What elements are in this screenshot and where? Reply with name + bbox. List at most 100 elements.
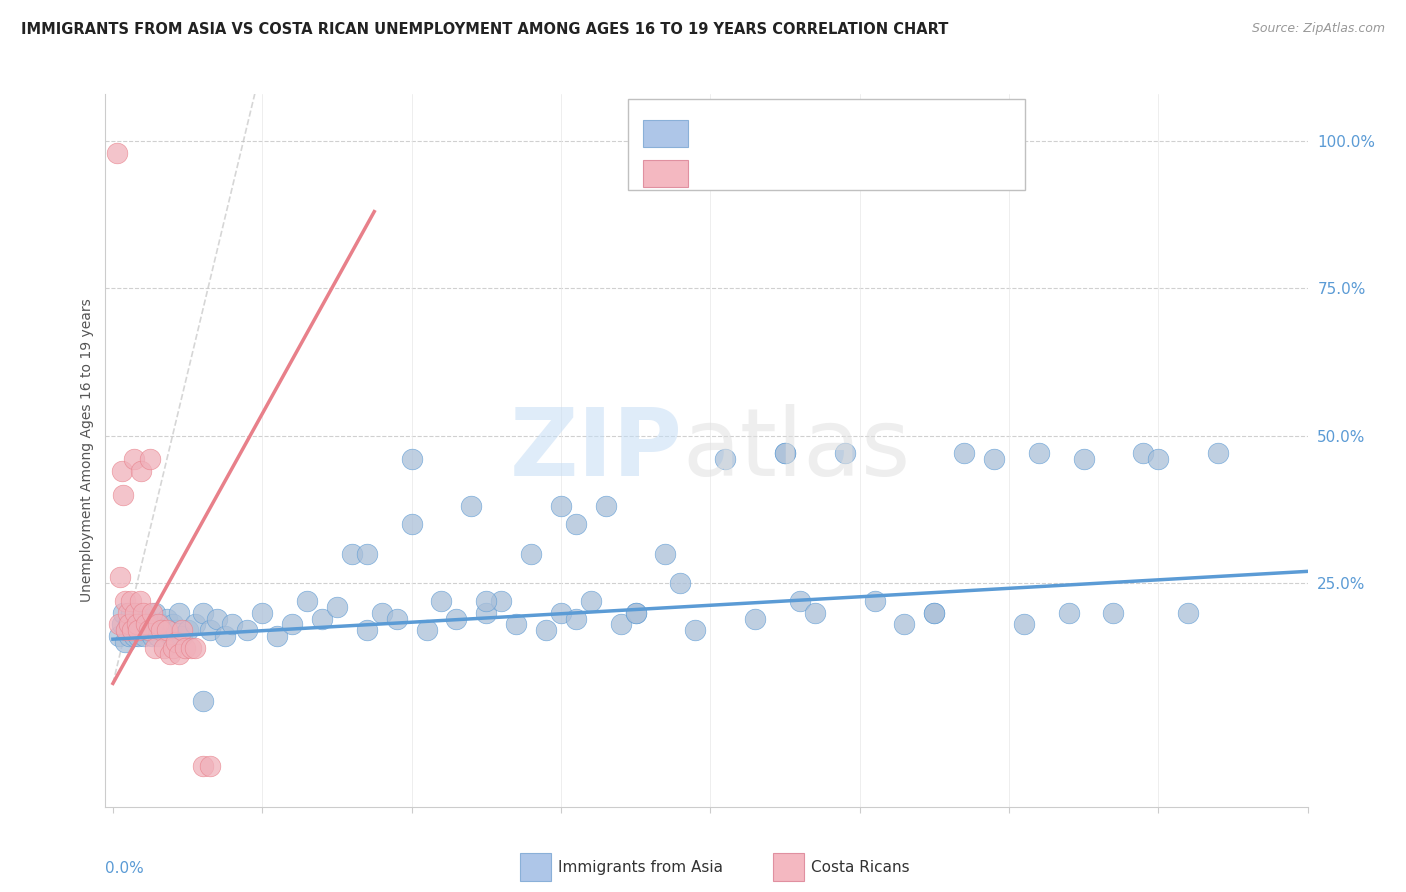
Point [184, 617, 207, 632]
Point [789, 594, 811, 608]
Point [145, 624, 167, 638]
Point [198, 759, 221, 773]
Point [460, 500, 482, 514]
Point [117, 606, 139, 620]
Point [295, 594, 318, 608]
Point [669, 576, 692, 591]
Point [356, 547, 378, 561]
Point [136, 611, 159, 625]
Point [143, 606, 166, 620]
Point [125, 617, 148, 632]
Text: ZIP: ZIP [509, 404, 682, 497]
Point [115, 624, 138, 638]
Point [953, 446, 976, 460]
Point [446, 611, 468, 625]
Point [117, 617, 139, 632]
Point [146, 617, 169, 632]
Text: Source: ZipAtlas.com: Source: ZipAtlas.com [1251, 22, 1385, 36]
Point [281, 617, 304, 632]
Point [1057, 606, 1080, 620]
FancyBboxPatch shape [643, 120, 689, 147]
Point [1028, 446, 1050, 460]
Point [326, 599, 349, 614]
Point [173, 640, 195, 655]
Point [1132, 446, 1154, 460]
Point [124, 606, 146, 620]
FancyBboxPatch shape [628, 99, 1025, 190]
Point [595, 500, 617, 514]
Point [191, 694, 214, 708]
Point [922, 606, 945, 620]
Point [1177, 606, 1199, 620]
Point [207, 611, 229, 625]
Point [149, 617, 172, 632]
Point [159, 647, 181, 661]
Point [165, 624, 187, 638]
Point [191, 606, 214, 620]
Point [120, 594, 142, 608]
Point [565, 517, 588, 532]
Point [624, 606, 647, 620]
Point [221, 617, 243, 632]
Point [128, 611, 150, 625]
Point [152, 624, 174, 638]
Point [1073, 452, 1095, 467]
Point [108, 629, 131, 643]
Text: 0.0%: 0.0% [105, 861, 145, 876]
Point [252, 606, 274, 620]
Point [134, 629, 156, 643]
Point [138, 624, 160, 638]
Point [128, 594, 150, 608]
Point [125, 624, 148, 638]
Text: atlas: atlas [682, 404, 911, 497]
Point [156, 611, 179, 625]
Point [385, 611, 408, 625]
Point [112, 606, 135, 620]
Point [744, 611, 766, 625]
Point [773, 446, 796, 460]
Point [167, 647, 190, 661]
Point [401, 517, 423, 532]
Point [489, 594, 512, 608]
Point [110, 570, 132, 584]
Point [156, 624, 179, 638]
Text: R = 0.486   N =  37: R = 0.486 N = 37 [703, 164, 894, 183]
Point [505, 617, 527, 632]
Point [415, 624, 437, 638]
Point [138, 617, 160, 632]
Point [167, 606, 190, 620]
Point [135, 617, 157, 632]
Text: IMMIGRANTS FROM ASIA VS COSTA RICAN UNEMPLOYMENT AMONG AGES 16 TO 19 YEARS CORRE: IMMIGRANTS FROM ASIA VS COSTA RICAN UNEM… [21, 22, 949, 37]
Point [198, 624, 221, 638]
Point [475, 594, 498, 608]
Point [132, 617, 155, 632]
Point [127, 629, 149, 643]
Point [170, 624, 193, 638]
Point [184, 640, 207, 655]
Point [121, 624, 143, 638]
Point [162, 617, 184, 632]
Text: Costa Ricans: Costa Ricans [811, 860, 910, 874]
Point [152, 640, 174, 655]
Point [266, 629, 288, 643]
Point [534, 624, 557, 638]
Point [624, 606, 647, 620]
Point [114, 635, 136, 649]
Point [142, 617, 165, 632]
Text: Immigrants from Asia: Immigrants from Asia [558, 860, 723, 874]
Point [180, 640, 202, 655]
Point [146, 629, 169, 643]
Point [550, 606, 572, 620]
Point [112, 488, 135, 502]
Point [311, 611, 333, 625]
Point [139, 624, 162, 638]
Point [165, 635, 187, 649]
Point [111, 464, 134, 478]
Point [804, 606, 827, 620]
Point [834, 446, 856, 460]
Point [115, 624, 138, 638]
Point [773, 446, 796, 460]
Point [1102, 606, 1125, 620]
Point [122, 629, 145, 643]
Point [579, 594, 602, 608]
